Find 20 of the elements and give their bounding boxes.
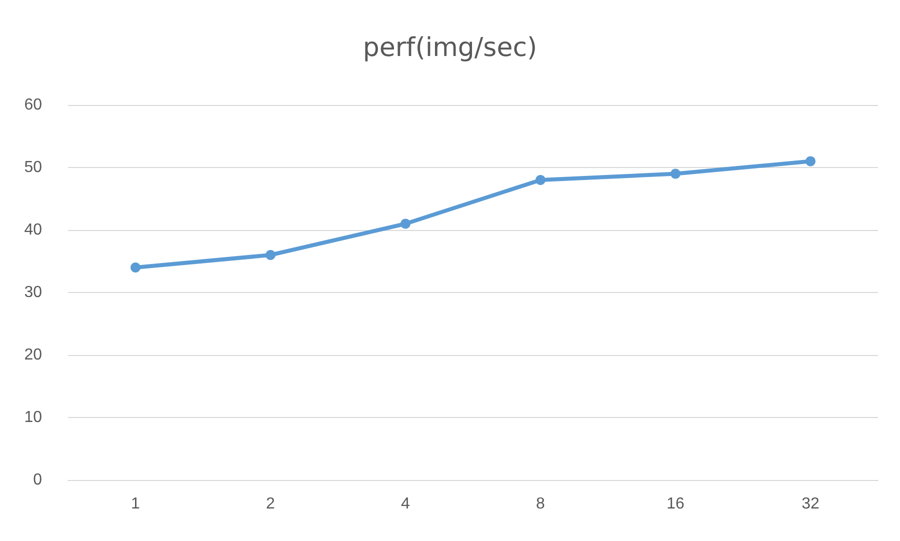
y-tick-label: 30 — [24, 284, 42, 301]
point — [130, 262, 140, 272]
point — [670, 168, 680, 179]
y-tick-label: 60 — [24, 96, 42, 114]
point — [536, 175, 546, 185]
x-tick-label: 2 — [266, 496, 276, 512]
chart-title: perf(img/sec) — [362, 33, 538, 63]
y-tick-label: 20 — [24, 346, 42, 364]
y-tick-label: 0 — [33, 472, 42, 488]
x-tick-label: 16 — [666, 496, 684, 512]
point — [806, 156, 816, 166]
x-tick-label: 1 — [131, 496, 140, 512]
y-tick-label: 10 — [24, 409, 42, 426]
y-tick-label: 50 — [24, 159, 42, 176]
y-tick-label: 40 — [24, 222, 42, 238]
point — [266, 250, 276, 260]
x-tick-label: 32 — [802, 496, 820, 512]
x-tick-label: 8 — [536, 496, 546, 512]
point — [400, 218, 410, 229]
x-tick-label: 4 — [401, 496, 410, 512]
